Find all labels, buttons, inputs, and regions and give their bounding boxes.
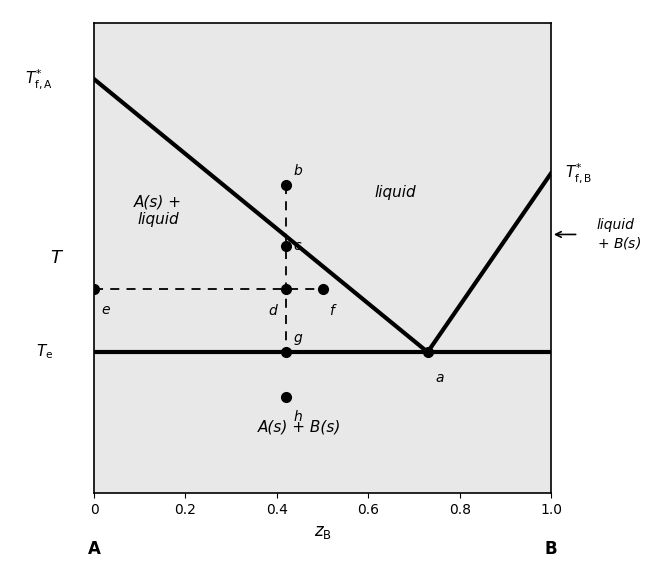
Text: $a$: $a$ bbox=[435, 371, 444, 385]
Text: $g$: $g$ bbox=[293, 332, 303, 348]
Text: A(s) +
liquid: A(s) + liquid bbox=[134, 194, 182, 227]
Text: $d$: $d$ bbox=[268, 303, 279, 318]
Text: $T_{\mathrm{f,B}}^{*}$: $T_{\mathrm{f,B}}^{*}$ bbox=[564, 162, 592, 185]
Text: B: B bbox=[545, 540, 557, 558]
Text: A(s) + B(s): A(s) + B(s) bbox=[258, 420, 341, 435]
Text: $T_{\mathrm{f,A}}^{*}$: $T_{\mathrm{f,A}}^{*}$ bbox=[26, 67, 53, 91]
Text: $h$: $h$ bbox=[293, 409, 302, 424]
Text: $T$: $T$ bbox=[50, 249, 65, 267]
Text: liquid: liquid bbox=[375, 185, 417, 200]
Text: $e$: $e$ bbox=[101, 303, 111, 317]
Text: $c$: $c$ bbox=[293, 239, 302, 253]
X-axis label: $z_{\mathrm{B}}$: $z_{\mathrm{B}}$ bbox=[314, 523, 331, 540]
Text: $T_{\mathrm{e}}$: $T_{\mathrm{e}}$ bbox=[36, 343, 53, 361]
Text: $f$: $f$ bbox=[329, 303, 338, 318]
Text: liquid
$+$ B(s): liquid $+$ B(s) bbox=[597, 218, 641, 251]
Text: A: A bbox=[87, 540, 101, 558]
Text: $b$: $b$ bbox=[293, 163, 303, 178]
